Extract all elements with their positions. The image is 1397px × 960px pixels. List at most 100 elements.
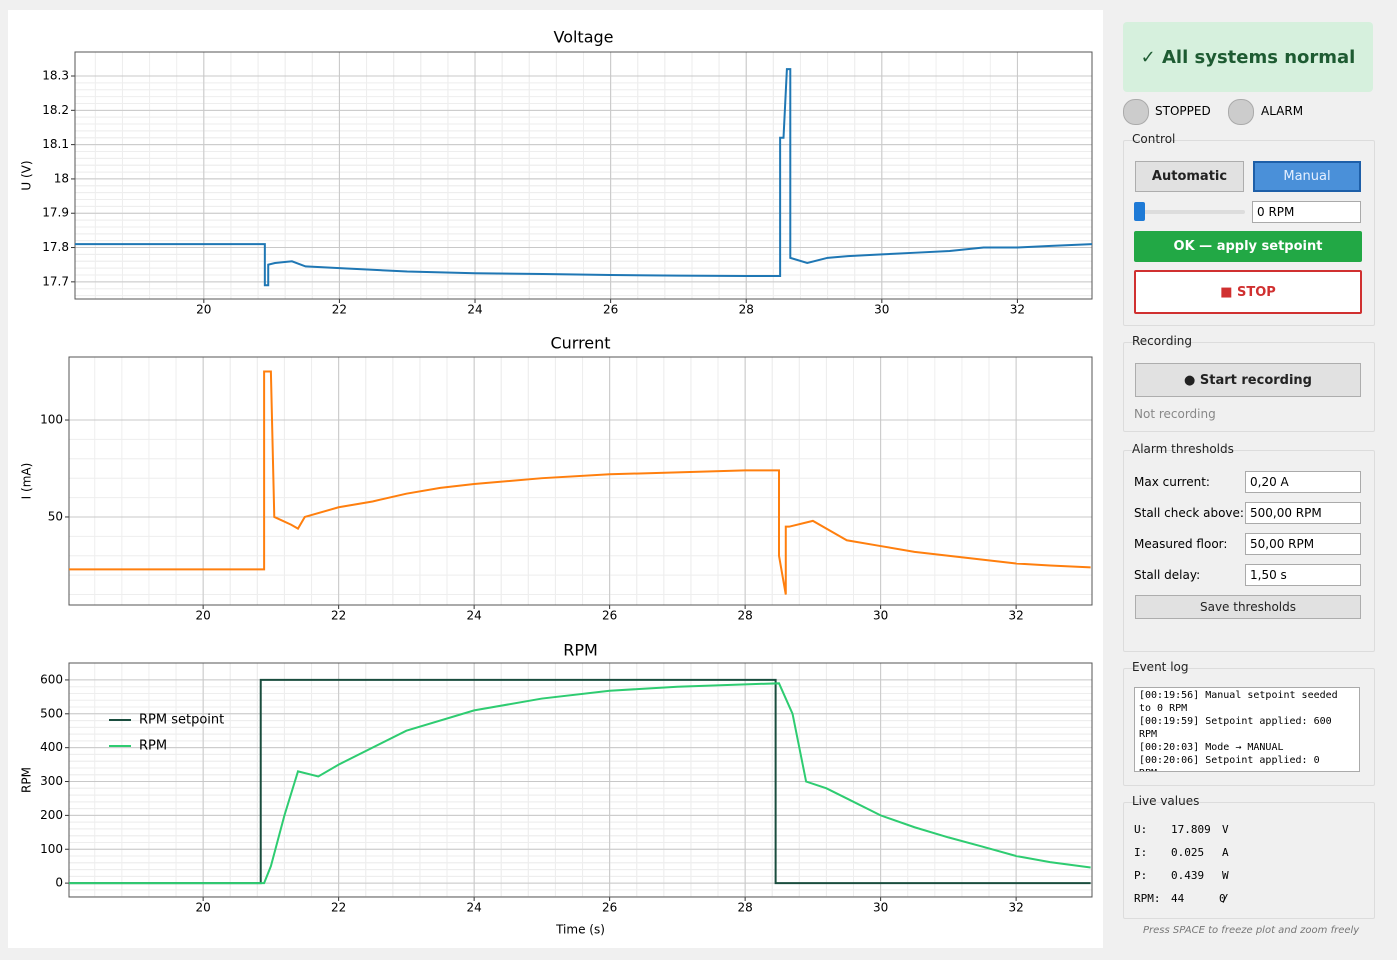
field-input[interactable]: 0,20 A	[1245, 471, 1361, 493]
x-tick-label: 24	[466, 901, 481, 915]
y-tick-label: 17.9	[42, 206, 69, 220]
x-tick-label: 22	[331, 609, 346, 623]
y-axis-label: U (V)	[20, 160, 34, 190]
x-tick-label: 32	[1010, 303, 1025, 317]
series-line	[69, 370, 1091, 595]
legend-label: RPM setpoint	[139, 713, 224, 728]
y-tick-label: 50	[48, 509, 63, 523]
x-tick-label: 24	[466, 609, 481, 623]
x-tick-label: 26	[603, 303, 618, 317]
x-axis-label: Time (s)	[555, 923, 605, 937]
y-tick-label: 0	[55, 876, 63, 890]
field-input[interactable]: 1,50 s	[1245, 564, 1361, 586]
y-tick-label: 300	[40, 774, 63, 788]
axes-frame	[74, 51, 1093, 300]
live-value: 0.025	[1171, 846, 1205, 859]
group-title: Alarm thresholds	[1132, 442, 1234, 456]
slider-track	[1135, 210, 1245, 214]
automatic-button[interactable]: Automatic	[1135, 161, 1244, 192]
manual-button[interactable]: Manual	[1253, 161, 1361, 192]
group-title: Event log	[1132, 660, 1189, 674]
live-value: A	[1222, 846, 1229, 859]
live-value: /	[1222, 892, 1229, 905]
field-label: Measured floor:	[1134, 537, 1228, 551]
x-tick-label: 30	[873, 901, 888, 915]
recording-group	[1123, 342, 1375, 432]
y-tick-label: 400	[40, 740, 63, 754]
x-tick-label: 32	[1008, 901, 1023, 915]
y-tick-label: 18.1	[42, 137, 69, 151]
record-button[interactable]: ● Start recording	[1135, 363, 1361, 397]
y-tick-label: 17.8	[42, 240, 69, 254]
x-tick-label: 22	[331, 901, 346, 915]
y-tick-label: 18	[54, 171, 69, 185]
stop-button[interactable]: ■ STOP	[1134, 270, 1362, 314]
x-tick-label: 20	[196, 303, 211, 317]
series-line	[75, 68, 1093, 287]
slider-handle[interactable]	[1134, 202, 1145, 221]
chart-title: Voltage	[553, 28, 613, 47]
field-input[interactable]: 500,00 RPM	[1245, 502, 1361, 524]
x-tick-label: 30	[874, 303, 889, 317]
group-title: Recording	[1132, 334, 1193, 348]
log-line: [00:19:59] Setpoint applied: 600 RPM	[1139, 716, 1332, 740]
x-tick-label: 24	[467, 303, 482, 317]
field-label: Max current:	[1134, 475, 1210, 489]
y-tick-label: 100	[40, 413, 63, 427]
y-tick-label: 17.7	[42, 274, 69, 288]
alarm-label: ALARM	[1261, 104, 1304, 118]
log-line: [00:20:06] Setpoint applied: 0 RPM	[1139, 755, 1320, 771]
x-tick-label: 28	[739, 303, 754, 317]
y-axis-label: RPM	[20, 767, 34, 793]
chart-title: Current	[550, 334, 610, 353]
record-status: Not recording	[1134, 407, 1216, 421]
apply-button[interactable]: OK — apply setpoint	[1134, 231, 1362, 262]
x-tick-label: 22	[332, 303, 347, 317]
y-tick-label: 500	[40, 706, 63, 720]
x-tick-label: 20	[196, 901, 211, 915]
live-value: I:	[1134, 846, 1148, 859]
x-tick-label: 30	[873, 609, 888, 623]
live-value: W	[1222, 869, 1229, 882]
group-title: Control	[1132, 132, 1176, 146]
live-value: 17.809	[1171, 823, 1211, 836]
group-title: Live values	[1132, 794, 1200, 808]
live-value: 0.439	[1171, 869, 1205, 882]
x-tick-label: 20	[196, 609, 211, 623]
log-group	[1123, 668, 1375, 786]
y-tick-label: 200	[40, 808, 63, 822]
axes-frame	[68, 662, 1093, 898]
live-value: RPM:	[1134, 892, 1161, 905]
x-tick-label: 28	[737, 609, 752, 623]
x-tick-label: 26	[602, 609, 617, 623]
plots: Voltage U (V) 20 22 24 26 28 30 32 17.7 17.8 17.9 18…	[8, 10, 1103, 948]
save-button[interactable]: Save thresholds	[1135, 595, 1361, 619]
y-tick-label: 18.3	[42, 69, 69, 83]
stopped-led	[1123, 99, 1149, 125]
field-label: Stall delay:	[1134, 568, 1201, 582]
y-tick-label: 100	[40, 842, 63, 856]
axes-frame	[68, 356, 1093, 606]
y-tick-label: 18.2	[42, 103, 69, 117]
x-tick-label: 26	[602, 901, 617, 915]
hint: Press SPACE to freeze plot and zoom free…	[1143, 925, 1360, 936]
log-line: [00:19:56] Manual setpoint seeded to 0 R…	[1139, 690, 1338, 714]
status-banner: ✓ All systems normal	[1123, 22, 1373, 92]
alarm-led	[1228, 99, 1254, 125]
chart-title: RPM	[563, 641, 598, 660]
series-line	[69, 682, 1091, 885]
live-value: P:	[1134, 869, 1148, 882]
control-group	[1123, 140, 1375, 326]
rpm-input[interactable]: 0 RPM	[1252, 201, 1361, 223]
live-value: 44	[1171, 892, 1185, 905]
y-axis-label: I (mA)	[20, 463, 34, 500]
live-value: V	[1222, 823, 1229, 836]
field-input[interactable]: 50,00 RPM	[1245, 533, 1361, 555]
thresholds-group	[1123, 450, 1375, 652]
live-group	[1123, 802, 1375, 919]
event-log[interactable]: [00:19:56] Manual setpoint seeded to 0 R…	[1134, 687, 1360, 772]
live-value: U:	[1134, 823, 1148, 836]
log-line: [00:20:03] Mode → MANUAL	[1139, 742, 1284, 753]
legend-label: RPM	[139, 739, 167, 754]
